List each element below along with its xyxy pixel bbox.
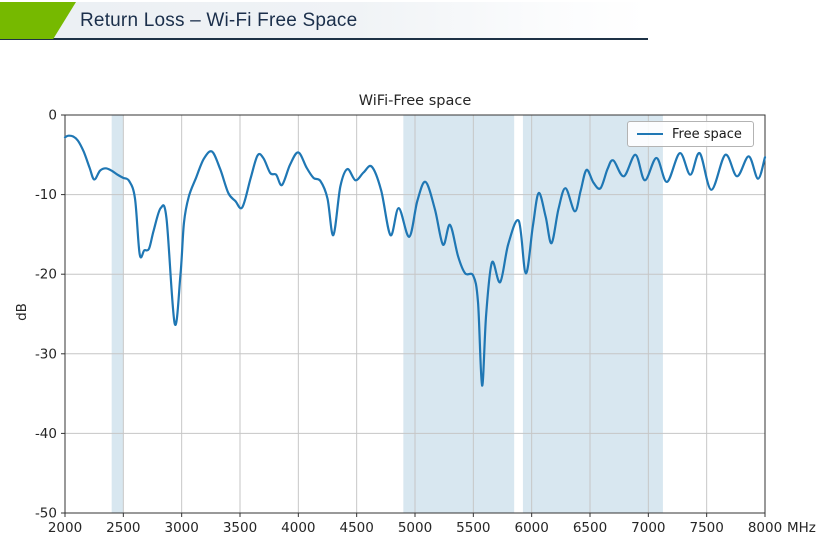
x-tick-label-2000: 2000 bbox=[48, 520, 82, 536]
legend: Free space bbox=[627, 121, 754, 147]
header-strip bbox=[0, 2, 648, 39]
wifi-5GHz-band bbox=[403, 115, 515, 513]
legend-label: Free space bbox=[672, 126, 742, 142]
y-axis-label: dB bbox=[14, 303, 30, 321]
x-tick-label-8000: 8000 bbox=[748, 520, 782, 536]
x-tick-label-4500: 4500 bbox=[339, 520, 373, 536]
chart-title: WiFi-Free space bbox=[358, 93, 472, 109]
y-tick-label--20: -20 bbox=[35, 267, 57, 283]
y-tick-label--50: -50 bbox=[35, 506, 57, 522]
header-underline bbox=[0, 38, 648, 40]
wifi-2.4GHz-band bbox=[111, 115, 124, 513]
x-tick-label-2500: 2500 bbox=[106, 520, 140, 536]
x-tick-label-3500: 3500 bbox=[223, 520, 257, 536]
x-tick-label-7000: 7000 bbox=[631, 520, 665, 536]
x-tick-label-4000: 4000 bbox=[281, 520, 315, 536]
y-tick-label--30: -30 bbox=[35, 346, 57, 362]
x-axis-unit: MHz bbox=[787, 520, 816, 536]
x-tick-label-6500: 6500 bbox=[573, 520, 607, 536]
slide-header: Return Loss – Wi-Fi Free Space bbox=[0, 0, 822, 42]
page-title: Return Loss – Wi-Fi Free Space bbox=[80, 10, 358, 31]
y-tick-label-0: 0 bbox=[48, 108, 57, 124]
x-tick-label-5500: 5500 bbox=[456, 520, 490, 536]
series-line-free-space bbox=[63, 134, 767, 387]
x-tick-label-7500: 7500 bbox=[689, 520, 723, 536]
y-tick-label--10: -10 bbox=[35, 187, 57, 203]
x-tick-label-6000: 6000 bbox=[514, 520, 548, 536]
x-tick-label-5000: 5000 bbox=[398, 520, 432, 536]
legend-line-swatch bbox=[637, 133, 663, 135]
x-tick-label-3000: 3000 bbox=[164, 520, 198, 536]
y-tick-label--40: -40 bbox=[35, 426, 57, 442]
